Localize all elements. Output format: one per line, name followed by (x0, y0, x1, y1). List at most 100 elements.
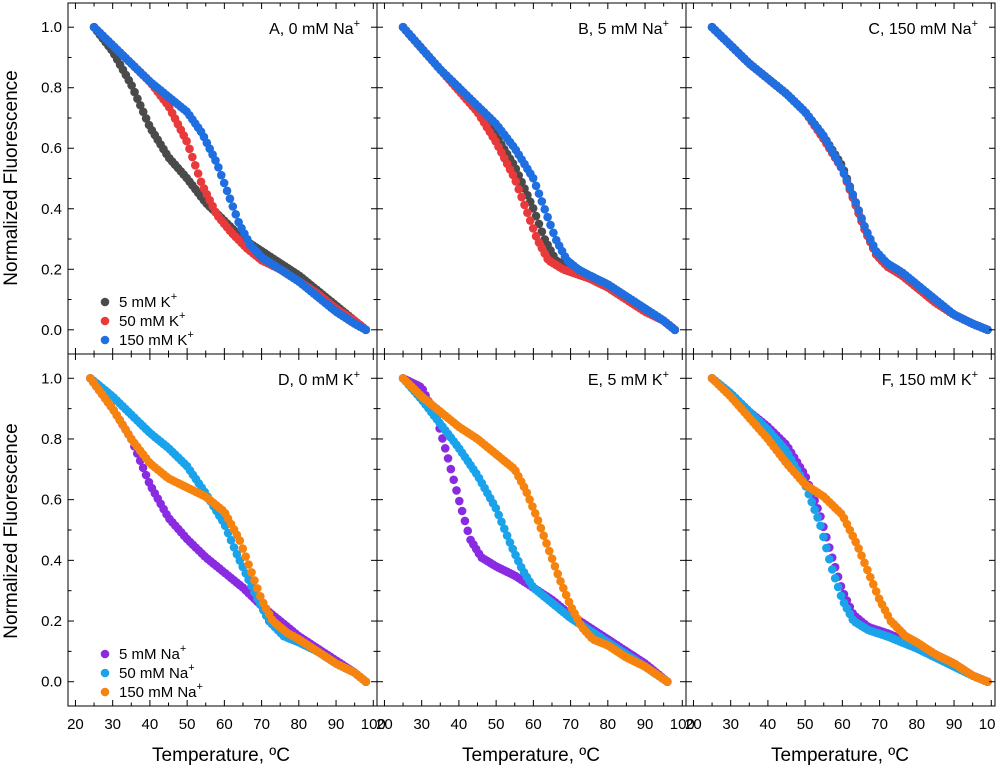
panel-e-series-1-point (443, 454, 453, 463)
panel-b-series-2-point (520, 200, 529, 210)
panel-d-y-tick-label: 0.2 (41, 613, 62, 630)
legend-bottom-label-1-main: 5 mM Na (119, 646, 181, 663)
panel-a-series-3-point (214, 163, 223, 172)
panel-c-title-main: C, 150 mM Na (868, 21, 971, 38)
panel-b-series-3-point (549, 228, 558, 238)
panel-a-title: A, 0 mM Na+ (269, 18, 360, 38)
panel-a-series-3-point (222, 186, 232, 196)
panel-b-series-2-point (528, 224, 538, 233)
panel-f-series-3-point (863, 565, 872, 575)
panel-f-title-sup: + (972, 369, 978, 381)
panel-f-x-tick-label: 60 (834, 716, 851, 733)
legend-bottom-marker-2 (100, 668, 110, 678)
panel-d-series-3-point (235, 536, 245, 545)
panel-a-series-3 (89, 22, 371, 335)
panel-d-series-3-point (244, 560, 253, 569)
panel-e-series-2-point (497, 517, 506, 527)
panel-e-series-2-point (494, 510, 503, 520)
panel-a-y-tick-label: 0.0 (41, 322, 62, 339)
frames-layer (67, 2, 996, 707)
panel-e-series-3-point (530, 509, 540, 518)
panel-b-title-sup: + (663, 18, 669, 30)
panel-e-series-3-point (522, 488, 532, 497)
panel-f-series-3-point (866, 572, 875, 582)
panel-d-series-1-point (138, 463, 148, 473)
panel-f-series-2-point (813, 513, 822, 522)
panel-c-title-sup: + (972, 18, 978, 30)
panel-a-title-sup: + (354, 18, 360, 30)
panel-b-series-3-point (546, 220, 555, 230)
panel-e-x-tick-label: 90 (637, 716, 654, 733)
panel-e-x-tick-label: 100 (670, 716, 695, 733)
panel-f-series-2-point (807, 497, 817, 507)
panel-e-series-1-point (460, 516, 470, 526)
panel-a-series-3-point (228, 202, 238, 211)
panel-c-series-3-point (860, 221, 869, 231)
panel-a-series-2-point (193, 169, 203, 178)
panel-d-x-tick-label: 20 (67, 716, 84, 733)
panel-d-ticks (68, 354, 377, 706)
panel-e-series-3-point (550, 561, 560, 571)
legend-top-label-3: 150 mM K+ (119, 329, 194, 349)
panel-a-series-3-point (219, 178, 229, 188)
panel-d-x-tick-label: 80 (290, 716, 307, 733)
panel-e-series-3-point (536, 523, 546, 533)
panel-d-title: D, 0 mM K+ (278, 369, 360, 389)
legend-bottom-label-3-sup: + (197, 681, 203, 693)
panel-e-x-tick-label: 80 (599, 716, 616, 733)
panel-d-x-tick-label: 50 (179, 716, 196, 733)
panel-a-series-3-point (211, 156, 220, 165)
panel-a-series-1-point (130, 87, 139, 97)
panel-b-series-3 (398, 22, 680, 335)
panel-d-x-tick-label: 60 (216, 716, 233, 733)
panel-f-x-tick-label: 70 (871, 716, 888, 733)
panel-b-series-2-point (508, 170, 518, 180)
panel-f-x-tick-label: 20 (685, 716, 702, 733)
legend-top-marker-2 (100, 316, 110, 326)
panel-e-series-2-point (491, 503, 501, 513)
panel-e-series-3-point (533, 516, 543, 525)
panel-d-y-tick-label: 1.0 (41, 370, 62, 387)
panel-a-y-tick-label: 0.2 (41, 261, 62, 278)
legend-bottom-label-1: 5 mM Na+ (119, 643, 186, 663)
y-axis-title-bottom: Normalized Fluorescence (1, 423, 22, 638)
panel-d-series-3-point (241, 552, 250, 561)
panel-d-points (86, 373, 371, 687)
x-axis-title-d: Temperature, ºC (152, 745, 290, 766)
panel-f-series-3-point (860, 558, 869, 568)
panel-a-series-3-point (231, 210, 241, 219)
panel-e-series-3-point (556, 576, 565, 586)
panel-d-series-3 (86, 373, 371, 687)
legend-bottom-label-2-sup: + (188, 662, 194, 674)
panel-b-series-3-point (543, 212, 552, 222)
panel-e-series-3-point (544, 546, 554, 556)
panel-a-points (89, 22, 371, 335)
panel-b-series-1-point (537, 227, 547, 237)
panel-a-series-2-point (188, 152, 197, 162)
panel-d-title-sup: + (354, 369, 360, 381)
panel-d-series-3-point (361, 677, 371, 687)
panel-e-x-tick-label: 30 (413, 716, 430, 733)
panel-e-series-1-point (452, 486, 461, 495)
legend-top-label-1-sup: + (171, 291, 177, 303)
panel-d-y-tick-label: 0.8 (41, 431, 62, 448)
panel-d-y-tick-label: 0.0 (41, 674, 62, 691)
panel-e-series-1-point (446, 464, 456, 474)
panel-c-series-3-point (848, 190, 858, 200)
panel-d-series-2-point (226, 535, 236, 545)
panel-d-y-tick-label: 0.6 (41, 492, 62, 509)
legend-top-label-3-main: 150 mM K (119, 332, 187, 349)
panel-d-y-tick-label: 0.4 (41, 552, 62, 569)
panel-a-series-2-point (185, 144, 194, 154)
panel-f-series-3-point (851, 537, 860, 547)
panel-e-title: E, 5 mM K+ (588, 369, 669, 389)
panel-c-series-3-point (842, 176, 852, 185)
legend-top-label-1-main: 5 mM K (119, 294, 171, 311)
text-layer: A, 0 mM Na+0.00.20.40.60.81.0 B, 5 mM Na+… (41, 18, 996, 733)
panel-f-series-2-point (833, 582, 843, 592)
legend-top-label-2-main: 50 mM K (119, 313, 179, 330)
panel-c-series-3-point (857, 214, 866, 223)
legend-bottom: 5 mM Na+50 mM Na+150 mM Na+ (100, 643, 203, 701)
panel-e-series-1-point (457, 506, 467, 516)
